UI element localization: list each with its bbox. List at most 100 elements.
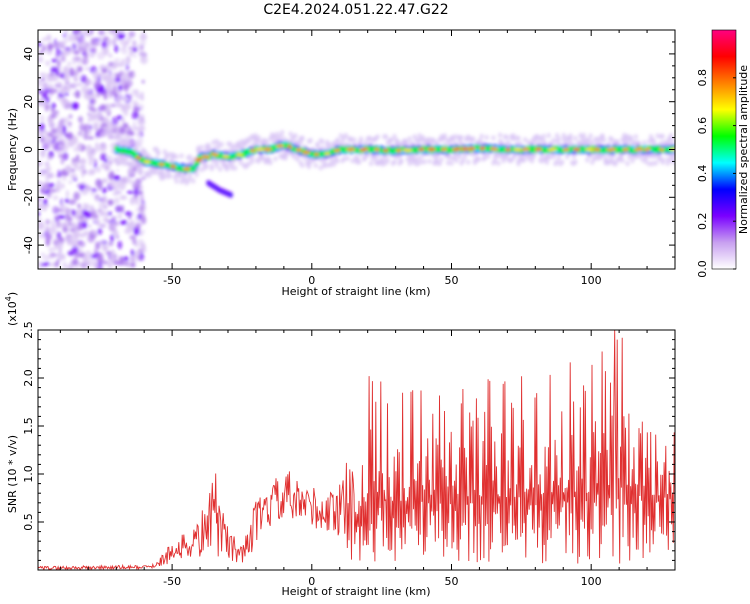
noise-speckle <box>103 49 109 54</box>
noise-speckle <box>124 211 133 216</box>
x-tick-label: -50 <box>163 274 181 287</box>
ridge-halo <box>518 141 523 147</box>
noise-speckle <box>57 240 64 250</box>
colorbar-label: Normalized spectral amplitude <box>737 65 750 234</box>
ridge-halo <box>162 173 167 179</box>
ridge-halo <box>348 137 354 143</box>
x-tick-label: 100 <box>581 274 602 287</box>
y-tick-label: 1.5 <box>22 417 35 435</box>
ridge-halo <box>343 132 349 139</box>
noise-speckle <box>102 187 107 194</box>
noise-speckle <box>133 89 140 97</box>
noise-speckle <box>100 104 107 111</box>
noise-speckle <box>90 234 95 240</box>
ridge-core <box>396 149 402 153</box>
noise-speckle <box>129 235 137 240</box>
noise-speckle <box>41 43 46 51</box>
noise-speckle <box>137 239 144 243</box>
ridge-halo <box>187 175 193 181</box>
noise-speckle <box>68 221 72 226</box>
noise-speckle <box>137 190 144 195</box>
noise-speckle <box>129 197 136 206</box>
ridge-halo <box>613 161 618 167</box>
noise-speckle <box>132 72 136 78</box>
noise-speckle <box>105 219 111 223</box>
ridge-halo <box>665 160 670 166</box>
noise-speckle <box>109 252 116 259</box>
ridge-core <box>263 147 272 152</box>
ridge-halo <box>571 153 577 159</box>
noise-speckle <box>50 247 58 251</box>
ridge-core <box>606 147 617 152</box>
noise-speckle <box>88 224 92 228</box>
ridge-core <box>295 148 302 152</box>
noise-speckle <box>100 154 107 161</box>
noise-speckle <box>46 156 52 160</box>
ridge-halo <box>471 151 476 157</box>
ridge-halo <box>472 159 478 166</box>
ridge-halo <box>382 156 387 162</box>
ridge-halo <box>499 139 504 146</box>
ridge-halo <box>452 134 457 140</box>
noise-speckle <box>91 99 96 104</box>
noise-speckle <box>134 188 139 196</box>
ridge-halo <box>268 160 273 166</box>
ridge-halo <box>595 136 600 142</box>
noise-speckle <box>50 113 57 119</box>
ridge-halo <box>179 173 184 179</box>
ridge-core <box>644 147 651 152</box>
spectrogram-image <box>38 30 675 269</box>
noise-speckle <box>95 197 100 203</box>
noise-speckle <box>139 194 144 203</box>
ridge-core <box>222 154 229 158</box>
ridge-halo <box>486 153 491 159</box>
noise-speckle <box>60 55 66 63</box>
noise-speckle <box>113 58 121 62</box>
noise-speckle <box>77 203 81 208</box>
noise-speckle <box>135 198 139 206</box>
noise-speckle <box>111 31 116 36</box>
ridge-peak <box>361 148 367 151</box>
noise-speckle <box>51 102 56 109</box>
ridge-halo <box>164 154 169 160</box>
ridge-halo <box>216 141 221 147</box>
noise-speckle <box>141 245 147 253</box>
ridge-halo <box>154 168 159 174</box>
ridge-halo <box>122 160 127 166</box>
noise-speckle <box>45 219 50 225</box>
noise-speckle <box>55 208 64 213</box>
noise-speckle <box>87 144 92 148</box>
noise-speckle <box>117 240 123 250</box>
ridge-halo <box>320 145 325 151</box>
ridge-halo <box>538 135 543 141</box>
ridge-halo <box>182 175 188 182</box>
noise-speckle <box>116 206 122 211</box>
noise-speckle <box>140 176 146 180</box>
ridge-halo <box>174 178 179 184</box>
ridge-halo <box>211 139 216 145</box>
ridge-halo <box>115 135 121 141</box>
ridge-core <box>659 147 664 152</box>
noise-speckle <box>139 38 146 47</box>
ridge-halo <box>236 140 241 146</box>
ridge-halo <box>288 131 293 137</box>
noise-speckle <box>83 30 87 36</box>
noise-speckle <box>42 129 49 139</box>
noise-speckle <box>80 46 88 54</box>
noise-speckle <box>125 126 133 131</box>
noise-speckle <box>103 73 111 79</box>
noise-speckle <box>54 110 59 114</box>
ridge-halo <box>134 140 139 146</box>
noise-speckle <box>112 231 119 236</box>
ridge-peak <box>593 148 601 151</box>
noise-speckle <box>51 108 55 113</box>
noise-speckle <box>121 49 129 55</box>
noise-speckle <box>58 223 66 228</box>
y-tick-label: 0 <box>22 146 35 153</box>
ridge-halo <box>521 157 526 163</box>
ridge-halo <box>115 160 121 166</box>
noise-speckle <box>140 52 144 62</box>
noise-speckle <box>95 112 100 119</box>
ridge-halo <box>437 160 442 166</box>
ridge-halo <box>627 154 632 160</box>
